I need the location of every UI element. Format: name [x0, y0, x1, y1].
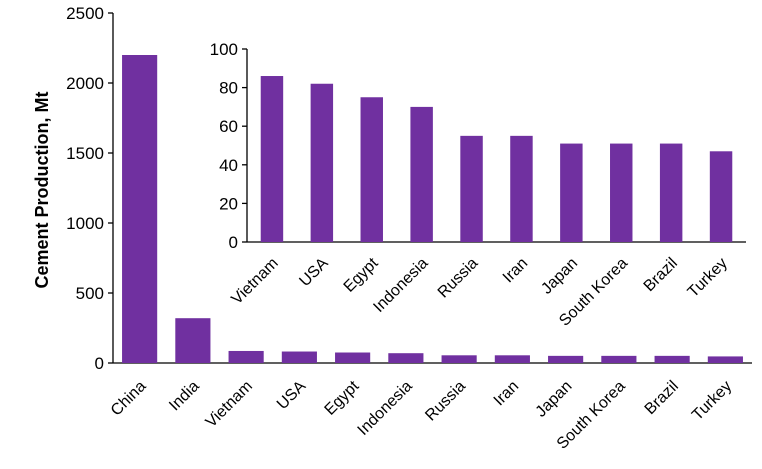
x-tick-label: Brazil [642, 378, 682, 418]
x-tick-label: USA [274, 378, 310, 414]
y-tick-label: 0 [95, 354, 104, 373]
y-tick-label: 0 [229, 233, 238, 252]
y-tick-label: 40 [219, 156, 238, 175]
x-tick-label: Vietnam [228, 255, 281, 308]
x-tick-label: USA [296, 255, 332, 291]
x-tick-label: Egypt [341, 254, 382, 295]
bar [410, 106, 433, 243]
y-tick-label: 20 [219, 194, 238, 213]
bar [460, 135, 483, 242]
bar [335, 352, 371, 363]
y-axis-label: Cement Production, Mt [32, 91, 52, 288]
y-tick-label: 1500 [66, 144, 104, 163]
y-tick-label: 80 [219, 79, 238, 98]
x-tick-label: Russia [435, 255, 482, 302]
bar [560, 143, 583, 242]
x-tick-label: Indonesia [370, 255, 431, 316]
bar [310, 83, 334, 243]
y-tick-label: 500 [76, 284, 104, 303]
x-tick-label: Vietnam [203, 378, 256, 431]
bar [654, 355, 690, 363]
bar [388, 353, 424, 363]
x-tick-label: Brazil [641, 255, 681, 295]
y-tick-label: 60 [219, 117, 238, 136]
x-tick-label: Iran [500, 255, 532, 287]
bar [441, 355, 477, 363]
x-tick-label: Russia [422, 378, 469, 425]
bar [601, 355, 637, 363]
x-tick-label: Indonesia [355, 378, 416, 439]
bar [707, 356, 743, 363]
y-tick-label: 100 [210, 40, 238, 59]
bar [610, 143, 633, 242]
bar [659, 143, 683, 242]
y-tick-label: 1000 [66, 214, 104, 233]
bar [228, 350, 264, 363]
x-tick-label: Japan [533, 378, 576, 421]
bar [281, 351, 317, 363]
x-tick-label: Iran [491, 378, 523, 410]
x-tick-label: Egypt [321, 377, 362, 418]
bar [122, 55, 158, 363]
x-tick-label: Japan [538, 255, 581, 298]
bar [548, 355, 584, 363]
x-tick-label: India [166, 378, 203, 415]
x-tick-label: Turkey [689, 378, 735, 424]
bar [709, 151, 733, 242]
bar [260, 76, 284, 243]
y-tick-label: 2500 [66, 4, 104, 23]
bar [494, 355, 530, 363]
y-tick-label: 2000 [66, 74, 104, 93]
bar [510, 135, 533, 242]
bar [360, 97, 383, 242]
x-tick-label: China [108, 378, 150, 420]
bar [175, 318, 211, 363]
x-tick-label: Turkey [685, 255, 731, 301]
